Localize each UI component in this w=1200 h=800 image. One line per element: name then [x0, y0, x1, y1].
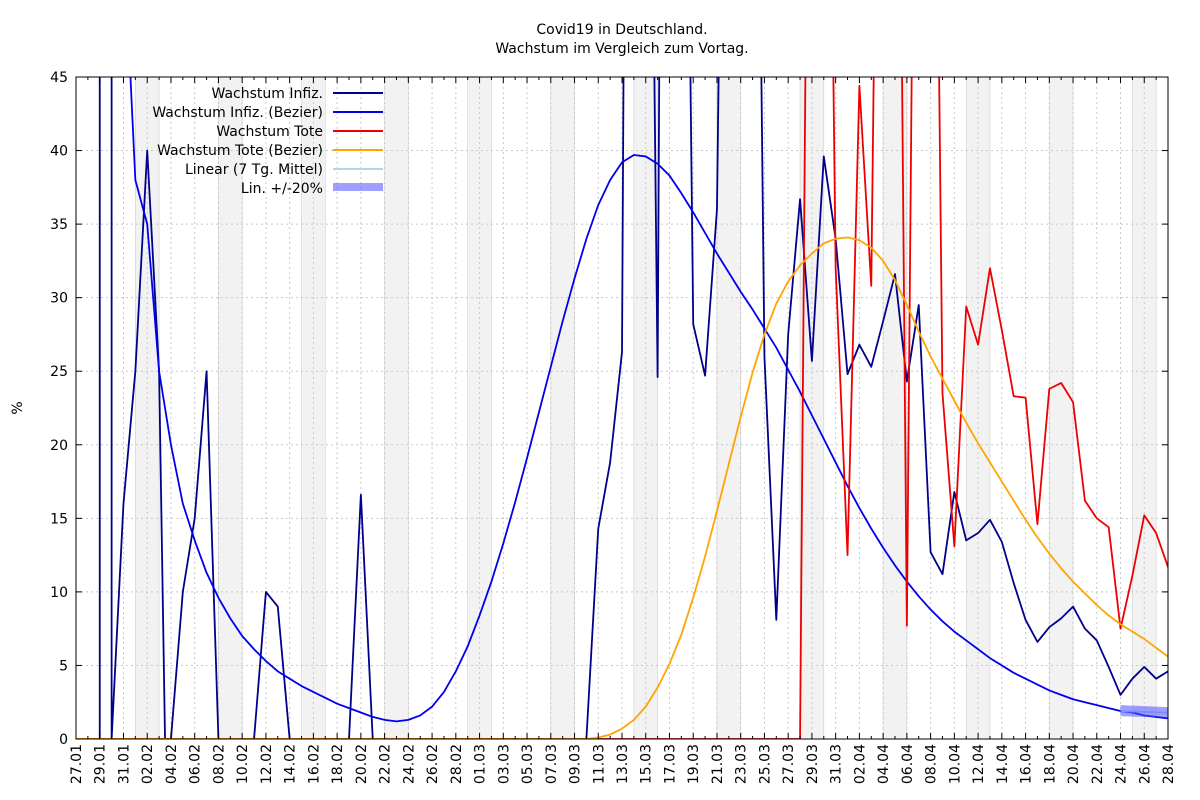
- y-tick-label: 20: [50, 438, 68, 454]
- band-Lin. +/-20%: [1120, 705, 1168, 718]
- x-tick-label: 04.02: [164, 744, 180, 784]
- plot-area: [76, 77, 1168, 739]
- y-tick-label: 10: [50, 585, 68, 601]
- x-tick-label: 26.04: [1137, 744, 1153, 784]
- x-tick-label: 27.03: [781, 744, 797, 784]
- x-tick-label: 31.01: [116, 744, 132, 784]
- x-tick-label: 02.04: [852, 744, 868, 784]
- legend-label: Wachstum Infiz.: [212, 86, 323, 102]
- x-tick-label: 12.04: [971, 744, 987, 784]
- y-tick-label: 35: [50, 217, 68, 233]
- x-tick-label: 29.03: [805, 744, 821, 784]
- x-tick-label: 06.04: [900, 744, 916, 784]
- x-tick-label: 08.02: [211, 744, 227, 784]
- x-tick-label: 14.02: [283, 744, 299, 784]
- x-tick-label: 24.02: [401, 744, 417, 784]
- x-tick-label: 28.04: [1161, 744, 1177, 784]
- x-tick-label: 12.02: [259, 744, 275, 784]
- x-tick-label: 04.04: [876, 744, 892, 784]
- y-axis-ticks: 0 5 10 15 20 25 30 35 40 45: [50, 70, 1168, 748]
- x-axis-ticks: 27.01 29.01 31.01 02.02 04.02 06.02 08.02 10.02…: [69, 77, 1177, 784]
- x-tick-label: 16.02: [306, 744, 322, 784]
- x-tick-label: 10.04: [947, 744, 963, 784]
- legend-label: Wachstum Infiz. (Bezier): [152, 105, 323, 121]
- x-tick-label: 23.03: [734, 744, 750, 784]
- x-tick-label: 29.01: [93, 744, 109, 784]
- x-tick-label: 17.03: [662, 744, 678, 784]
- legend-label: Wachstum Tote: [216, 124, 323, 140]
- x-tick-label: 18.04: [1042, 744, 1058, 784]
- y-tick-label: 45: [50, 70, 68, 86]
- legend-label: Lin. +/-20%: [241, 181, 323, 197]
- x-tick-label: 22.02: [378, 744, 394, 784]
- chart-title: Covid19 in Deutschland.: [536, 22, 707, 38]
- weekend-band: [716, 76, 741, 740]
- legend-label: Wachstum Tote (Bezier): [157, 143, 323, 159]
- x-tick-label: 13.03: [615, 744, 631, 784]
- x-tick-label: 11.03: [591, 744, 607, 784]
- y-tick-label: 40: [50, 144, 68, 160]
- legend: Wachstum Infiz. Wachstum Infiz. (Bezier) W…: [152, 86, 383, 197]
- x-tick-label: 31.03: [829, 744, 845, 784]
- x-tick-label: 24.04: [1114, 744, 1130, 784]
- x-tick-label: 27.01: [69, 744, 85, 784]
- y-tick-label: 5: [59, 658, 68, 674]
- x-tick-label: 09.03: [568, 744, 584, 784]
- x-tick-label: 08.04: [924, 744, 940, 784]
- weekend-band: [550, 76, 575, 740]
- x-tick-label: 10.02: [235, 744, 251, 784]
- series-line: [76, 77, 1168, 739]
- x-tick-label: 18.02: [330, 744, 346, 784]
- y-axis-label: %: [10, 401, 26, 414]
- x-tick-label: 02.02: [140, 744, 156, 784]
- chart-subtitle: Wachstum im Vergleich zum Vortag.: [495, 41, 748, 57]
- series-line: [76, 236, 1168, 739]
- x-tick-label: 01.03: [473, 744, 489, 784]
- x-tick-label: 26.02: [425, 744, 441, 784]
- x-tick-label: 06.02: [188, 744, 204, 784]
- x-tick-label: 14.04: [995, 744, 1011, 784]
- series-line: [129, 77, 1168, 723]
- y-tick-label: 0: [59, 732, 68, 748]
- x-tick-label: 16.04: [1019, 744, 1035, 784]
- series-line: [87, 77, 1168, 739]
- y-tick-label: 15: [50, 511, 68, 527]
- y-tick-label: 30: [50, 291, 68, 307]
- x-tick-label: 22.04: [1090, 744, 1106, 784]
- x-tick-label: 21.03: [710, 744, 726, 784]
- x-tick-label: 28.02: [449, 744, 465, 784]
- y-tick-label: 25: [50, 364, 68, 380]
- x-tick-label: 19.03: [686, 744, 702, 784]
- legend-swatch: [333, 183, 383, 191]
- legend-label: Linear (7 Tg. Mittel): [185, 162, 323, 178]
- x-tick-label: 25.03: [757, 744, 773, 784]
- x-tick-label: 07.03: [544, 744, 560, 784]
- x-tick-label: 03.03: [496, 744, 512, 784]
- weekend-band: [384, 76, 409, 740]
- weekend-band: [1049, 76, 1074, 740]
- x-tick-label: 15.03: [639, 744, 655, 784]
- x-tick-label: 20.02: [354, 744, 370, 784]
- x-tick-label: 05.03: [520, 744, 536, 784]
- x-tick-label: 20.04: [1066, 744, 1082, 784]
